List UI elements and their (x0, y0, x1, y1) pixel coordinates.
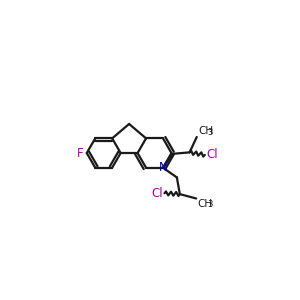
Text: CH: CH (198, 199, 213, 209)
Text: 3: 3 (208, 128, 213, 137)
Text: 3: 3 (207, 200, 212, 209)
Text: Cl: Cl (152, 187, 163, 200)
Text: CH: CH (198, 126, 213, 136)
Text: Cl: Cl (206, 148, 218, 161)
Text: N: N (159, 161, 167, 174)
Text: F: F (77, 146, 84, 160)
